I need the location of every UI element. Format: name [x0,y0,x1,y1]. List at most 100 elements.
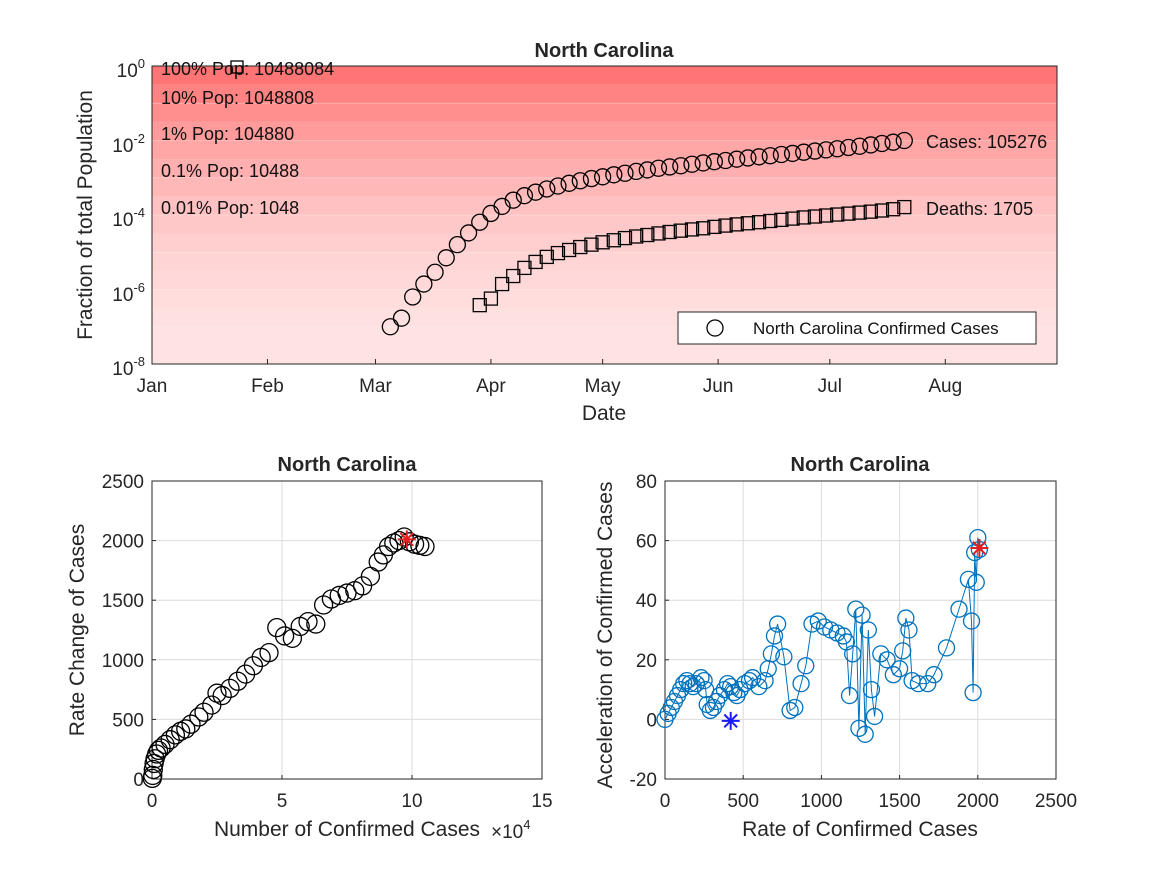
acceleration-point [950,600,968,618]
case-point [392,309,411,327]
acceleration-point [859,621,877,639]
acceleration-point [701,701,720,720]
acceleration-point [962,612,981,630]
case-point [593,168,612,186]
case-point [761,147,779,165]
bl-y-label: Rate Change of Cases [66,524,89,736]
x-tick-label: Jun [703,376,734,397]
population-band [152,289,1057,309]
top-x-label: Date [582,402,626,425]
acceleration-point [964,683,982,702]
bl-x-label: Number of Confirmed Cases [214,818,480,841]
death-point [573,239,588,255]
acceleration-chart: North Carolina 0 500 1000 1500 2000 2500-2002… [594,454,1077,841]
y-tick-label: 10-8 [112,354,145,380]
acceleration-point [909,674,928,693]
case-point [526,183,545,201]
x-tick-label: 2500 [1035,791,1077,812]
population-bands [152,66,1057,364]
rate-point [274,626,295,646]
acceleration-point [900,621,918,639]
case-point [739,149,757,167]
case-point [683,155,701,173]
pop-annotation: 0.01% Pop: 1048 [161,198,299,218]
death-point [494,276,510,292]
y-tick-label: 0 [133,770,144,791]
case-point [415,275,433,293]
acceleration-point [768,615,787,633]
acceleration-point [840,686,859,705]
y-tick-label: 20 [636,651,657,672]
rate-point [194,702,214,722]
rate-point [228,671,248,691]
case-point [459,224,478,242]
rate-point [212,685,232,706]
acceleration-point [925,666,943,684]
death-point [897,199,912,215]
br-x-label: Rate of Confirmed Cases [742,818,978,841]
case-point [806,142,824,160]
y-tick-label: 1500 [102,591,144,612]
acceleration-point [937,639,956,657]
death-point [785,211,800,226]
rate-point [394,527,414,547]
acceleration-point [844,645,862,663]
br-title: North Carolina [791,454,931,476]
marker-star [721,711,740,730]
case-point [772,145,791,164]
death-point [528,254,543,270]
case-point [571,172,589,190]
acceleration-point [743,669,762,687]
death-point [483,291,499,306]
death-point [763,213,778,229]
case-point [560,174,578,192]
cases-end-label: Cases: 105276 [926,132,1047,152]
rate-point [313,595,334,615]
death-point [640,227,655,243]
case-point [728,150,746,168]
br-axes-box [664,480,1057,780]
case-point [381,318,400,336]
rate-point [259,642,279,663]
x-tick-label: Aug [928,376,962,397]
acceleration-point [890,660,909,678]
bl-plot-area [152,481,542,779]
acceleration-point [786,698,804,717]
current-star [397,530,416,549]
legend-box [677,311,1037,345]
case-point [839,138,858,157]
y-tick-label: 10-6 [112,280,145,306]
population-band [152,66,1057,85]
death-point [830,207,845,222]
case-point [404,288,422,306]
death-point [885,202,901,217]
x-tick-label: 15 [531,791,552,812]
y-tick-label: 0 [646,710,657,731]
acceleration-point [711,686,729,705]
acceleration-point [781,701,799,720]
acceleration-point [894,642,912,660]
case-point [493,197,511,216]
rate-point [368,552,388,572]
case-point [426,263,444,281]
x-tick-label: 500 [727,791,759,812]
top-chart: North Carolina 100 10-2 10-4 10-6 10-8 J… [74,40,1058,425]
death-point [696,221,711,236]
death-point [718,218,733,233]
case-point [661,158,679,176]
death-point [606,233,621,248]
population-band [152,177,1057,197]
rate-point [143,759,163,780]
death-point [740,216,756,231]
population-annotations: 100% Pop: 10488084 10% Pop: 1048808 1% P… [161,59,334,218]
acceleration-point [675,674,693,693]
case-point [705,153,724,171]
pop-annotation: 0.1% Pop: 10488 [161,161,299,181]
acceleration-point [695,672,713,690]
case-point [605,166,623,184]
population-band [152,345,1057,364]
population-band [152,84,1057,104]
acceleration-point [687,674,705,693]
death-point [807,209,823,224]
